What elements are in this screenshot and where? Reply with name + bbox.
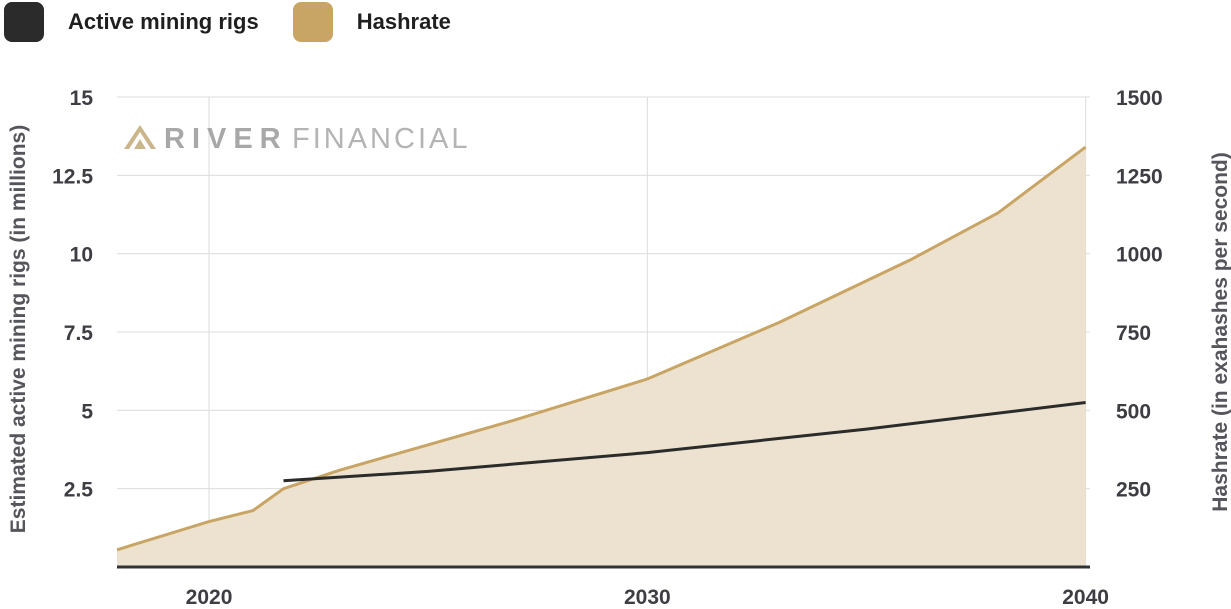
- left-tick-label: 10: [70, 244, 93, 267]
- right-axis-title: Hashrate (in exahashes per second): [1209, 152, 1231, 511]
- watermark: RIVER FINANCIAL: [124, 123, 470, 155]
- right-tick-label: 500: [1116, 400, 1151, 423]
- left-tick-label: 15: [70, 87, 94, 110]
- watermark-light: FINANCIAL: [292, 123, 470, 155]
- x-tick-label: 2020: [186, 586, 233, 609]
- hashrate-area: [117, 147, 1086, 567]
- legend-label-hashrate: Hashrate: [356, 9, 451, 34]
- right-tick-label: 750: [1116, 322, 1151, 345]
- legend-item-rigs: Active mining rigs: [4, 2, 259, 42]
- right-axis-ticks: 250 500 750 1000 1250 1500: [1116, 87, 1163, 502]
- left-axis-ticks: 2.5 5 7.5 10 12.5 15: [52, 87, 93, 502]
- river-logo-icon: [124, 125, 156, 149]
- legend-swatch-rigs: [4, 2, 44, 42]
- legend-label-rigs: Active mining rigs: [68, 9, 259, 34]
- right-tick-label: 250: [1116, 479, 1151, 502]
- right-tick-label: 1250: [1116, 165, 1163, 188]
- x-axis-ticks: 2020 2030 2040: [186, 586, 1109, 609]
- left-tick-label: 7.5: [64, 322, 94, 345]
- watermark-bold: RIVER: [164, 123, 288, 155]
- right-tick-label: 1000: [1116, 244, 1163, 267]
- left-axis-title: Estimated active mining rigs (in million…: [7, 125, 30, 533]
- left-tick-label: 12.5: [52, 165, 93, 188]
- legend: Active mining rigs Hashrate: [4, 0, 485, 44]
- hashrate-line: [116, 145, 1087, 552]
- legend-item-hashrate: Hashrate: [292, 2, 451, 42]
- active-rigs-line: [283, 401, 1086, 483]
- x-tick-label: 2040: [1062, 586, 1109, 609]
- legend-swatch-hashrate: [292, 2, 333, 42]
- x-tick-label: 2030: [624, 586, 671, 609]
- left-tick-label: 5: [81, 400, 93, 423]
- left-tick-label: 2.5: [64, 479, 94, 502]
- right-tick-label: 1500: [1116, 87, 1163, 110]
